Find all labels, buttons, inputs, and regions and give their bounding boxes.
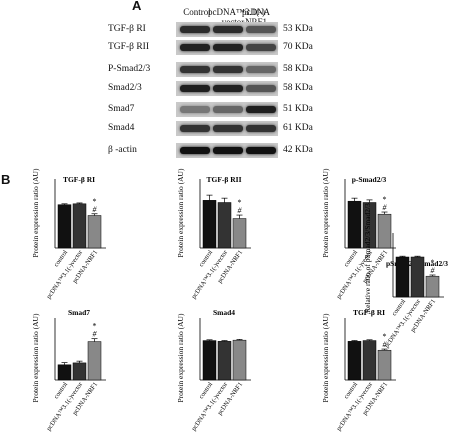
chart-title: Smad7 <box>68 308 90 317</box>
blot-band <box>246 85 276 92</box>
bar-nrf1 <box>425 275 440 298</box>
bar-vector <box>72 203 87 249</box>
blot-band <box>180 106 210 113</box>
blot-band <box>213 26 243 33</box>
blot-label: TGF-β RI <box>108 24 146 34</box>
blot-strip <box>176 102 278 117</box>
blot-band <box>246 26 276 33</box>
blot-size-label: 61 KDa <box>283 123 313 133</box>
panel-b-letter: B <box>1 172 11 187</box>
bar-control <box>202 340 217 381</box>
blot-band <box>213 147 243 154</box>
blot-strip <box>176 81 278 96</box>
significance-hash: # <box>93 205 98 214</box>
blot-size-label: 70 KDa <box>283 42 313 52</box>
panel-a-letter: A <box>132 0 142 13</box>
bar-nrf1 <box>232 339 247 381</box>
bar-nrf1 <box>377 213 392 249</box>
blot-strip <box>176 121 278 136</box>
significance-star: * <box>93 322 97 331</box>
bar-vector <box>410 256 425 298</box>
significance-star: * <box>383 195 387 204</box>
significance-hash: # <box>93 330 98 339</box>
y-axis-label: Protein expression ratio (AU) <box>321 313 330 402</box>
bar-vector <box>72 362 87 381</box>
bar-nrf1 <box>87 341 102 381</box>
significance-star: * <box>238 198 242 207</box>
chart-title: Smad4 <box>213 308 235 317</box>
blot-band <box>213 44 243 51</box>
y-axis-label: Protein expression ratio (AU) <box>176 168 185 257</box>
significance-star: * <box>431 258 435 267</box>
significance-hash: # <box>383 340 388 349</box>
blot-band <box>213 106 243 113</box>
bar-control <box>395 256 410 298</box>
blot-strip <box>176 22 278 37</box>
blot-band <box>180 125 210 132</box>
bar-vector <box>217 341 232 381</box>
blot-band <box>246 106 276 113</box>
chart-title: TGF-β RII <box>207 175 242 184</box>
blot-label: Smad2/3 <box>108 83 142 93</box>
blot-strip <box>176 62 278 77</box>
significance-star: * <box>383 332 387 341</box>
significance-hash: # <box>431 266 436 275</box>
bar-control <box>347 341 362 381</box>
blot-band <box>246 147 276 154</box>
y-axis-label: Relative ratio of pSmad2/3/Smad2/3 <box>363 203 372 313</box>
blot-label: Smad7 <box>108 104 135 114</box>
bar-vector <box>362 340 377 381</box>
blot-size-label: 53 KDa <box>283 24 313 34</box>
significance-hash: # <box>383 203 388 212</box>
bar-nrf1 <box>87 215 102 249</box>
bar-control <box>57 204 72 249</box>
blot-band <box>213 85 243 92</box>
blot-label: β -actin <box>108 145 137 155</box>
blot-band <box>180 26 210 33</box>
chart-title: TGF-β RI <box>353 308 385 317</box>
y-axis-label: Protein expression ratio (AU) <box>321 168 330 257</box>
chart-title: TGF-β RI <box>63 175 95 184</box>
blot-label: Smad4 <box>108 123 135 133</box>
y-axis-label: Protein expression ratio (AU) <box>176 313 185 402</box>
bar-control <box>347 200 362 249</box>
blot-band <box>180 44 210 51</box>
blot-strip <box>176 40 278 55</box>
significance-star: * <box>93 197 97 206</box>
chart-title: p-Smad2/3 <box>352 175 387 184</box>
blot-band <box>213 66 243 73</box>
blot-label: TGF-β RII <box>108 42 149 52</box>
blot-band <box>246 125 276 132</box>
bar-control <box>57 364 72 381</box>
blot-band <box>213 125 243 132</box>
y-axis-label: Protein expression ratio (AU) <box>31 168 40 257</box>
bar-vector <box>217 202 232 249</box>
blot-band <box>246 44 276 51</box>
bar-control <box>202 200 217 249</box>
blot-band <box>180 147 210 154</box>
blot-size-label: 42 KDa <box>283 145 313 155</box>
blot-size-label: 58 KDa <box>283 64 313 74</box>
significance-hash: # <box>238 206 243 215</box>
blot-size-label: 58 KDa <box>283 83 313 93</box>
blot-strip <box>176 143 278 158</box>
blot-band <box>180 66 210 73</box>
bar-nrf1 <box>377 349 392 381</box>
y-axis-label: Protein expression ratio (AU) <box>31 313 40 402</box>
bar-nrf1 <box>232 218 247 249</box>
blot-band <box>180 85 210 92</box>
lane-header-control: Control <box>183 7 211 17</box>
blot-label: P-Smad2/3 <box>108 64 151 74</box>
blot-band <box>246 66 276 73</box>
blot-size-label: 51 KDa <box>283 104 313 114</box>
